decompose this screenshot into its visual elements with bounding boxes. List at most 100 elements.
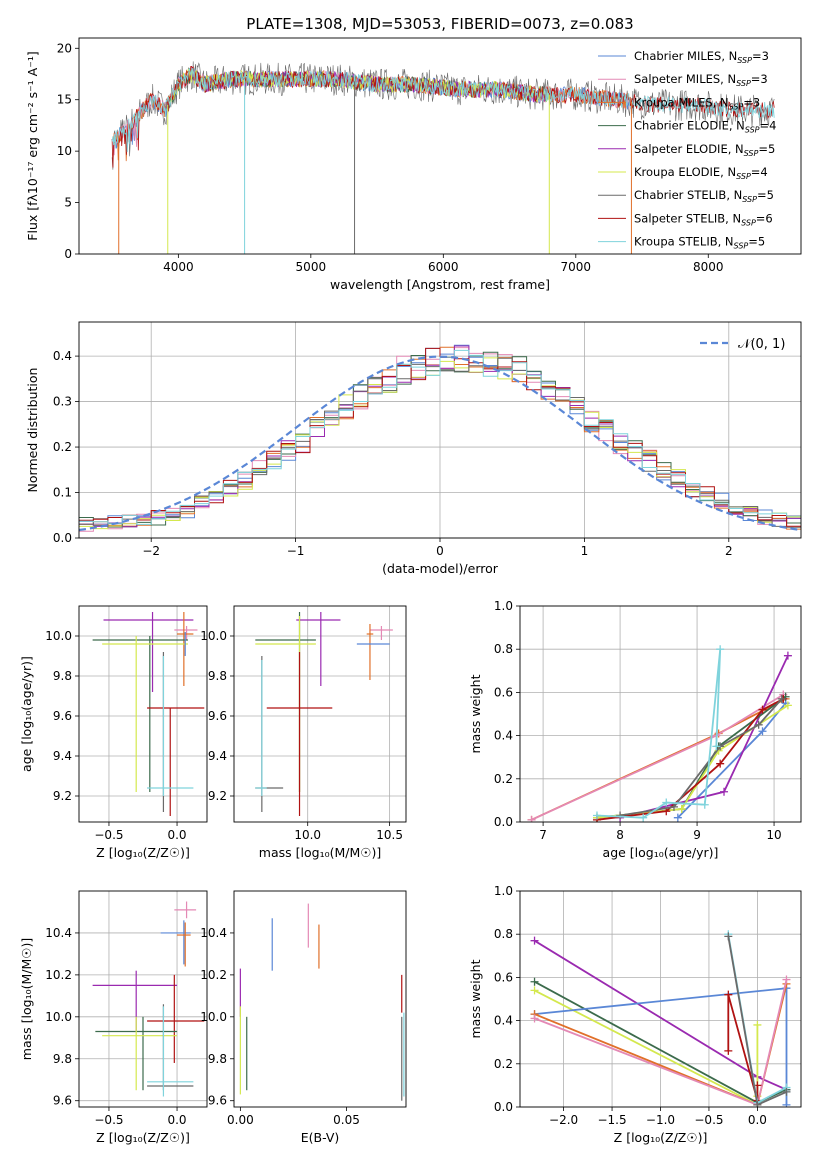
weight-marker-chabrier_stelib bbox=[753, 1100, 762, 1107]
y-tick-label: 10.0 bbox=[45, 629, 72, 643]
y-tick-label: 0.6 bbox=[494, 970, 513, 984]
axes-frame bbox=[78, 605, 208, 823]
weight-marker-kroupa_stelib bbox=[700, 800, 709, 809]
x-axis-label: (data-model)/error bbox=[382, 561, 499, 576]
y-tick-label: 10.0 bbox=[200, 1010, 227, 1024]
x-tick-label: 0.0 bbox=[167, 1113, 186, 1127]
y-tick-label: 9.6 bbox=[208, 1094, 227, 1108]
normal-curve bbox=[79, 355, 801, 532]
x-tick-label: 7000 bbox=[561, 260, 592, 274]
weight-marker-chabrier_stelib bbox=[616, 811, 625, 820]
y-tick-label: 10.0 bbox=[45, 1010, 72, 1024]
weight-line-salpeter_stelib bbox=[727, 994, 759, 1101]
x-tick-label: −2.0 bbox=[549, 1113, 578, 1127]
x-tick-label: 0.0 bbox=[167, 828, 186, 842]
weight-marker-chabrier_stelib bbox=[724, 932, 733, 941]
y-tick-label: 9.2 bbox=[53, 789, 72, 803]
spectrum-kroupa_stelib bbox=[111, 67, 775, 153]
spectrum-lines bbox=[111, 61, 775, 254]
legend-label-salpeter_elodie: Salpeter ELODIE, NSSP=5 bbox=[634, 142, 775, 158]
y-tick-label: 10.4 bbox=[45, 926, 72, 940]
weight-line-kroupa_stelib bbox=[596, 649, 722, 819]
weight-marker-salpeter_stelib bbox=[724, 990, 733, 999]
weight-marker-salpeter_elodie bbox=[530, 936, 539, 945]
weight-marker-chabrier_elodie bbox=[530, 977, 539, 986]
legend-label-chabrier_miles: Chabrier MILES, NSSP=3 bbox=[634, 49, 769, 65]
figure-title: PLATE=1308, MJD=53053, FIBERID=0073, z=0… bbox=[246, 15, 633, 33]
x-axis-label: Z [log₁₀(Z/Z☉)] bbox=[96, 1130, 190, 1145]
y-tick-label: 0 bbox=[64, 247, 72, 261]
x-tick-label: 10.0 bbox=[294, 828, 321, 842]
x-tick-label: 9 bbox=[693, 828, 701, 842]
x-tick-label: −1 bbox=[287, 544, 305, 558]
y-tick-label: 9.8 bbox=[53, 1052, 72, 1066]
weight-line-kroupa_elodie bbox=[534, 989, 759, 1107]
y-tick-label: 9.6 bbox=[208, 709, 227, 723]
panel-spectrum: 4000 5000 6000 7000 8000 0 5 10 15 20 wavelength [… bbox=[25, 37, 802, 292]
y-tick-label: 20 bbox=[57, 41, 72, 55]
y-tick-label: 10.4 bbox=[200, 926, 227, 940]
weight-marker-chabrier_stelib bbox=[669, 802, 678, 811]
x-axis-label: Z [log₁₀(Z/Z☉)] bbox=[614, 1130, 708, 1145]
x-tick-label: 0.05 bbox=[333, 1113, 360, 1127]
panel-age-vs-Z: −0.5 0.0 9.2 9.4 9.6 9.8 10.0 Z [log₁₀(Z/Z☉)] ag… bbox=[19, 605, 208, 860]
x-tick-label: −1.5 bbox=[597, 1113, 626, 1127]
weight-marker-salpeter_elodie bbox=[720, 787, 729, 796]
weight-line-salpeter_stelib bbox=[596, 698, 784, 821]
x-tick-label: −2 bbox=[142, 544, 160, 558]
y-tick-label: 1.0 bbox=[494, 884, 513, 898]
histogram-salpeter_stelib bbox=[79, 347, 801, 527]
y-axis-label: mass [log₁₀(M/M☉)] bbox=[19, 938, 34, 1060]
x-tick-label: 0.00 bbox=[227, 1113, 254, 1127]
y-axis-label: age [log₁₀(age/yr)] bbox=[19, 656, 34, 772]
panel-residuals: −2 −1 0 1 2 0.0 0.1 0.2 0.3 0.4 (data-model)/error… bbox=[25, 321, 802, 576]
legend-label-salpeter_miles: Salpeter MILES, NSSP=3 bbox=[634, 72, 768, 88]
x-tick-label: 8 bbox=[616, 828, 624, 842]
weight-marker-salpeter_miles bbox=[527, 815, 536, 822]
legend-label-kroupa_elodie: Kroupa ELODIE, NSSP=4 bbox=[634, 165, 768, 181]
axes-frame bbox=[519, 890, 802, 1108]
legend-label-kroupa_miles: Kroupa MILES, NSSP=3 bbox=[634, 95, 760, 111]
y-tick-label: 0.6 bbox=[494, 685, 513, 699]
mass-vs-EBV-points bbox=[239, 903, 405, 1101]
age-vs-Z-points bbox=[92, 612, 205, 816]
weight-marker-kroupa_stelib bbox=[716, 645, 725, 654]
panel-weight-vs-Z: −2.0 −1.5 −1.0 −0.5 0.0 0.0 0.2 0.4 0.6 0.8 1.0 Z [… bbox=[468, 884, 802, 1145]
y-tick-label: 0.4 bbox=[494, 1014, 513, 1028]
x-tick-label: 4000 bbox=[163, 260, 194, 274]
y-tick-label: 9.8 bbox=[208, 669, 227, 683]
y-tick-label: 9.6 bbox=[53, 1094, 72, 1108]
panel-mass-vs-EBV: 0.00 0.05 9.6 9.8 10.0 10.2 10.4 E(B-V) bbox=[200, 890, 407, 1145]
y-tick-label: 15 bbox=[57, 93, 72, 107]
weight-marker-kroupa_stelib bbox=[639, 813, 648, 822]
panel-weight-vs-age: 7 8 9 10 0.0 0.2 0.4 0.6 0.8 1.0 age [log₁₀(age/yr… bbox=[468, 599, 802, 860]
age-vs-mass-points bbox=[255, 612, 393, 816]
y-tick-label: 0.4 bbox=[53, 349, 72, 363]
weight-marker-kroupa_stelib bbox=[592, 811, 601, 820]
weight-marker-salpeter_miles bbox=[530, 1014, 539, 1023]
y-tick-label: 10 bbox=[57, 144, 72, 158]
panel-age-vs-mass: 10.0 10.5 9.2 9.4 9.6 9.8 10.0 mass [log₁₀(M/M☉… bbox=[200, 605, 407, 860]
histograms bbox=[79, 344, 801, 532]
weight-line-chabrier_miles bbox=[677, 702, 787, 819]
weight-marker-chabrier_stelib bbox=[782, 1087, 791, 1096]
weight-line-salpeter_miles bbox=[531, 693, 784, 821]
y-tick-label: 0.0 bbox=[53, 531, 72, 545]
legend-label-salpeter_stelib: Salpeter STELIB, NSSP=6 bbox=[634, 211, 773, 227]
x-tick-label: 10 bbox=[766, 828, 781, 842]
x-axis-label: mass [log₁₀(M/M☉)] bbox=[259, 845, 381, 860]
x-tick-label: −0.5 bbox=[694, 1113, 723, 1127]
y-tick-label: 0.8 bbox=[494, 927, 513, 941]
weight-marker-chabrier_stelib bbox=[777, 694, 786, 703]
y-axis-label: mass weight bbox=[468, 674, 483, 753]
y-tick-label: 5 bbox=[64, 196, 72, 210]
x-tick-label: 6000 bbox=[428, 260, 459, 274]
legend-label-chabrier_stelib: Chabrier STELIB, NSSP=5 bbox=[634, 188, 774, 204]
y-tick-label: 10.2 bbox=[200, 968, 227, 982]
x-tick-label: 0 bbox=[436, 544, 444, 558]
y-axis-label: Normed distribution bbox=[25, 368, 40, 493]
y-tick-label: 9.8 bbox=[53, 669, 72, 683]
axes-frame bbox=[519, 605, 802, 823]
axes-frame bbox=[233, 890, 407, 1108]
